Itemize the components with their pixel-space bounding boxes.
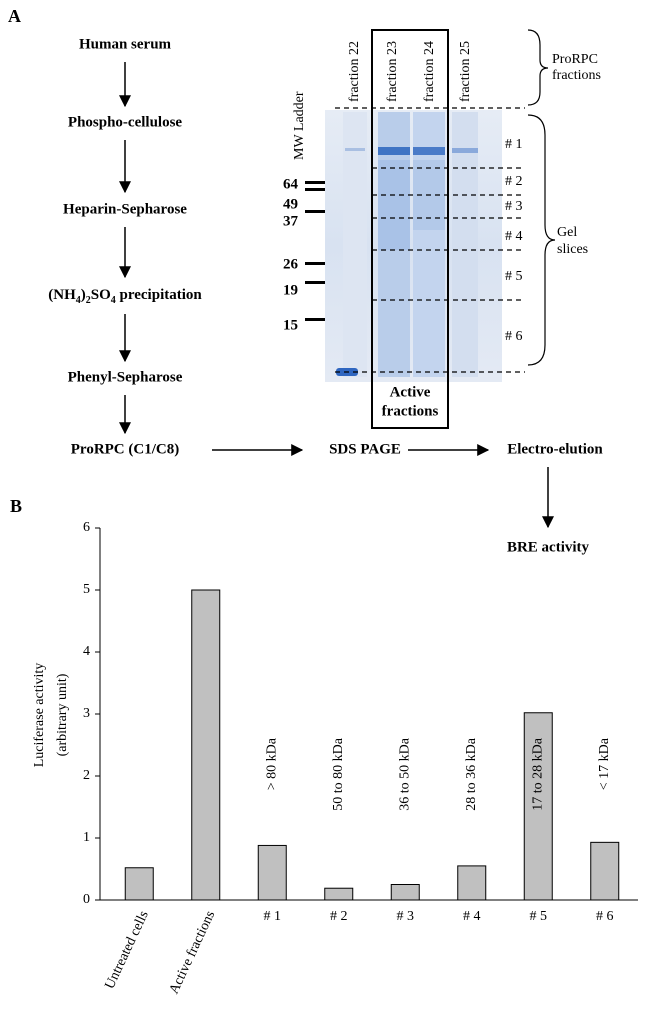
brace-label: slices xyxy=(557,242,588,257)
y-tick-label: 2 xyxy=(83,768,90,783)
flow-step-part: precipitation xyxy=(116,287,203,303)
bar-label: > 80 kDa xyxy=(264,737,279,790)
y-axis-label: (arbitrary unit) xyxy=(55,673,70,756)
brace-label: Gel xyxy=(557,225,577,240)
y-axis-label: Luciferase activity xyxy=(32,663,47,768)
y-tick-label: 0 xyxy=(83,892,90,907)
bar xyxy=(590,841,620,901)
mw-marker: 37 xyxy=(283,213,299,229)
braces xyxy=(527,29,556,366)
y-tick-label: 6 xyxy=(83,520,90,535)
ladder-title: MW Ladder xyxy=(292,91,307,160)
bar xyxy=(523,712,553,901)
flow-step: Electro-elution xyxy=(507,441,603,457)
slice-label: # 6 xyxy=(505,329,523,344)
flow-step-part: 4 xyxy=(76,295,81,306)
y-tick-label: 3 xyxy=(83,706,90,721)
bar xyxy=(457,865,487,901)
panel-label: B xyxy=(10,496,22,516)
bar-label: 17 to 28 kDa xyxy=(530,737,545,811)
x-tick-label: # 5 xyxy=(530,909,548,924)
slice-label: # 1 xyxy=(505,137,523,152)
x-tick-label: # 2 xyxy=(330,909,348,924)
flow-step: (NH4)2SO4 precipitation xyxy=(48,287,202,306)
mw-marker: 15 xyxy=(283,317,298,333)
slice-label: # 2 xyxy=(505,174,523,189)
flow-step-part: ) xyxy=(81,287,86,303)
slice-label: # 4 xyxy=(505,229,523,244)
flow-step: ProRPC (C1/C8) xyxy=(71,441,179,457)
x-tick-label: # 1 xyxy=(264,909,282,924)
fraction-label: fraction 24 xyxy=(422,41,437,102)
y-tick-label: 4 xyxy=(83,644,90,659)
bar xyxy=(324,887,354,901)
arrows xyxy=(119,62,554,529)
bar xyxy=(191,589,221,901)
x-tick-label: Active fractions xyxy=(167,909,219,997)
box-label: Active xyxy=(390,384,431,400)
dashed-lines xyxy=(335,107,525,373)
bar-label: 50 to 80 kDa xyxy=(331,737,346,811)
x-tick-label: # 3 xyxy=(397,909,415,924)
flow-step-part: SO xyxy=(91,287,111,303)
slice-label: # 5 xyxy=(505,269,523,284)
brace-label: fractions xyxy=(552,68,601,83)
flow-step-part: 2 xyxy=(86,295,91,306)
bar-label: 36 to 50 kDa xyxy=(397,737,412,811)
fraction-label: fraction 22 xyxy=(347,41,362,102)
gel-image xyxy=(325,110,502,382)
brace-label: ProRPC xyxy=(552,52,598,67)
x-tick-label: # 6 xyxy=(596,909,614,924)
bar-label: < 17 kDa xyxy=(597,737,612,790)
flow-step: Heparin-Sepharose xyxy=(63,201,187,217)
mw-ticks xyxy=(305,181,325,321)
flow-step-part: (NH xyxy=(48,287,76,303)
mw-marker: 19 xyxy=(283,282,298,298)
x-tick-label: Untreated cells xyxy=(103,909,152,992)
active-box xyxy=(371,29,449,429)
mw-marker: 49 xyxy=(283,196,298,212)
flow-step: Phenyl-Sepharose xyxy=(68,369,183,385)
fraction-label: fraction 23 xyxy=(385,41,400,102)
flow-step: BRE activity xyxy=(507,539,590,555)
bar xyxy=(257,844,287,901)
flow-step-part: 4 xyxy=(111,295,116,306)
x-tick-label: # 4 xyxy=(463,909,481,924)
flow-step: SDS PAGE xyxy=(329,441,401,457)
panel-label: A xyxy=(8,6,21,26)
mw-marker: 26 xyxy=(283,256,299,272)
bar-label: 28 to 36 kDa xyxy=(464,737,479,811)
bar xyxy=(124,867,154,901)
flow-step: Phospho-cellulose xyxy=(68,114,183,130)
fraction-label: fraction 25 xyxy=(458,41,473,102)
y-tick-label: 1 xyxy=(83,830,90,845)
bar xyxy=(390,884,420,901)
slice-label: # 3 xyxy=(505,199,523,214)
flow-step: Human serum xyxy=(79,36,172,52)
mw-marker: 64 xyxy=(283,176,299,192)
box-label: fractions xyxy=(382,403,439,419)
y-tick-label: 5 xyxy=(83,582,90,597)
